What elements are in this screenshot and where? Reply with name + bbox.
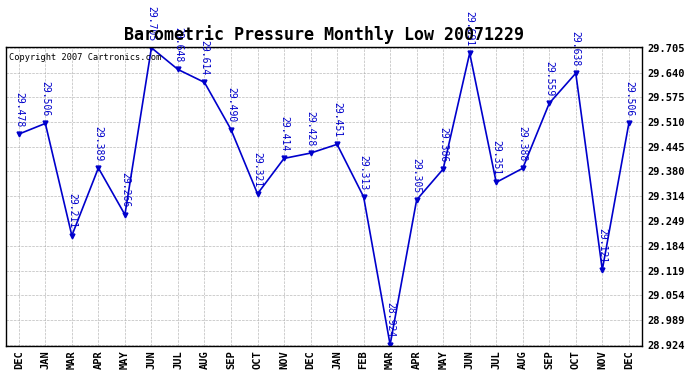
Text: 29.506: 29.506 [624,81,634,117]
Text: 29.705: 29.705 [146,6,157,41]
Text: 29.351: 29.351 [491,140,501,176]
Text: 29.211: 29.211 [67,194,77,229]
Text: 29.388: 29.388 [518,126,528,161]
Text: 29.614: 29.614 [199,40,210,75]
Text: 29.691: 29.691 [464,11,475,46]
Text: 29.386: 29.386 [438,127,449,162]
Text: 29.305: 29.305 [412,158,422,193]
Text: 29.321: 29.321 [253,152,262,187]
Text: 29.121: 29.121 [598,228,607,263]
Text: 29.313: 29.313 [359,154,368,190]
Text: 29.428: 29.428 [306,111,315,146]
Title: Barometric Pressure Monthly Low 20071229: Barometric Pressure Monthly Low 20071229 [124,25,524,44]
Text: 29.389: 29.389 [93,126,104,161]
Text: 29.266: 29.266 [120,172,130,208]
Text: 29.638: 29.638 [571,31,581,66]
Text: 29.490: 29.490 [226,87,236,123]
Text: 29.648: 29.648 [173,27,183,63]
Text: 29.478: 29.478 [14,92,24,127]
Text: 29.451: 29.451 [332,102,342,137]
Text: 29.414: 29.414 [279,116,289,152]
Text: 29.559: 29.559 [544,61,554,96]
Text: 29.506: 29.506 [40,81,50,117]
Text: Copyright 2007 Cartronics.com: Copyright 2007 Cartronics.com [9,53,161,62]
Text: 28.924: 28.924 [385,303,395,338]
